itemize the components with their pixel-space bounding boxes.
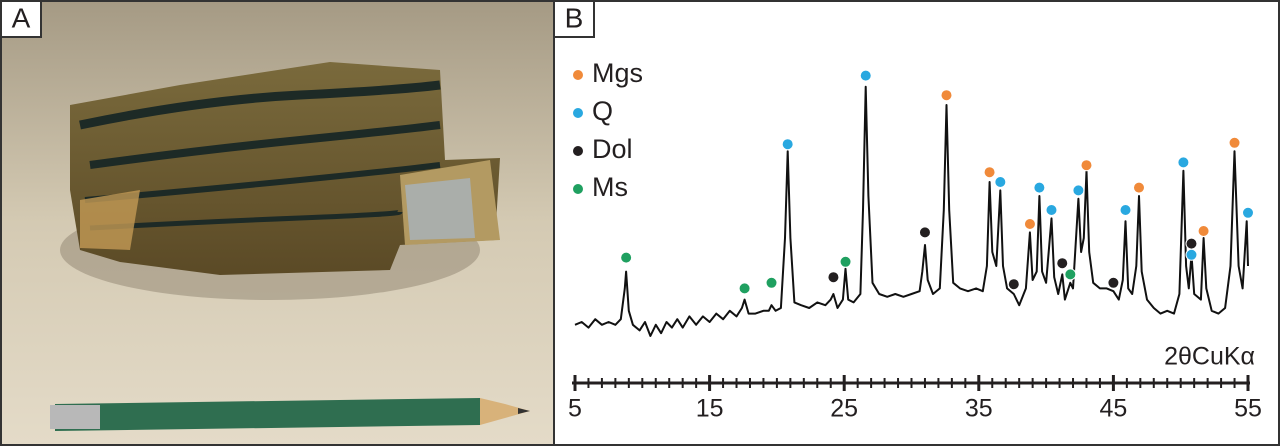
legend-marker [572,107,584,119]
x-tick-label: 55 [1234,395,1262,423]
x-axis-title: 2θCuKα [1164,343,1255,371]
legend-label: Ms [592,172,628,202]
phase-marker [1023,218,1036,230]
phase-marker [983,166,996,179]
phase-marker [1197,225,1210,237]
phase-marker [1033,181,1046,194]
phase-marker [994,176,1007,188]
phase-marker [1080,159,1093,172]
x-tick-label: 45 [1099,395,1127,423]
panel-label: A [12,2,31,33]
xrd-pattern [574,85,1249,337]
panel-label: B [565,2,584,33]
phase-marker [1242,206,1254,219]
x-tick-label: 5 [568,395,582,423]
phase-marker [620,251,633,264]
phase-marker [1185,248,1198,261]
phase-marker [1119,204,1132,216]
phase-marker [1007,278,1020,291]
legend-marker [572,183,584,195]
phase-marker [765,276,778,289]
phase-marker [1056,257,1069,270]
legend-label: Mgs [592,58,643,88]
legend-marker [572,69,584,81]
phase-marker [859,69,872,82]
phase-marker [940,89,953,102]
legend-label: Q [592,96,613,126]
phase-marker [827,271,840,284]
phase-marker [1228,136,1241,149]
phase-marker [1072,184,1085,197]
x-tick-label: 35 [965,395,993,423]
phase-marker [839,255,852,268]
phase-marker [1064,268,1077,281]
phase-marker [1177,156,1190,169]
phase-marker [738,282,751,295]
phase-marker [918,226,931,239]
pencil [50,398,530,431]
phase-marker [781,138,794,151]
legend-marker [572,145,584,157]
legend-label: Dol [592,134,633,164]
phase-marker [1185,237,1198,250]
x-tick-label: 15 [696,395,724,423]
phase-marker [1045,204,1058,216]
phase-marker [1107,276,1120,289]
x-tick-label: 25 [830,395,858,423]
phase-marker [1132,181,1145,194]
photo [1,1,553,445]
panel-label-box [553,0,595,38]
panel-label-box [0,0,42,38]
